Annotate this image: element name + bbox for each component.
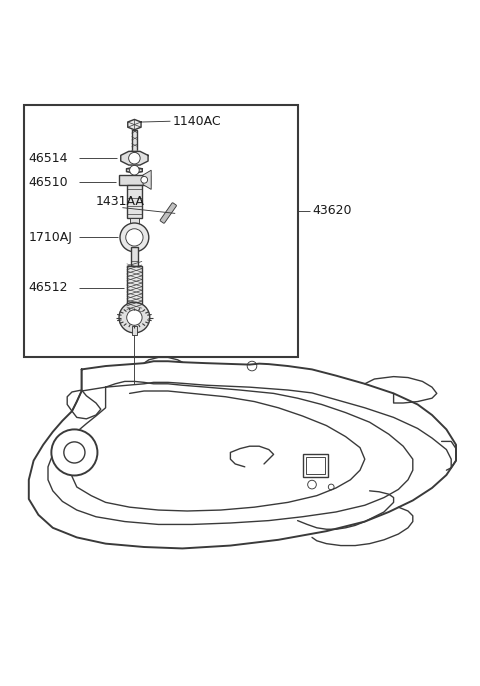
Polygon shape — [127, 167, 142, 173]
Text: 46512: 46512 — [29, 281, 68, 294]
Text: 43620: 43620 — [312, 204, 351, 217]
Circle shape — [141, 176, 148, 183]
Circle shape — [51, 429, 97, 475]
Circle shape — [120, 223, 149, 252]
Circle shape — [127, 310, 142, 325]
Bar — [24, 106, 298, 357]
Polygon shape — [143, 170, 151, 189]
Bar — [303, 454, 328, 477]
Circle shape — [129, 152, 140, 164]
FancyBboxPatch shape — [160, 203, 177, 223]
Bar — [127, 185, 142, 218]
Circle shape — [64, 442, 85, 463]
Text: 46514: 46514 — [29, 152, 68, 165]
Text: 1140AC: 1140AC — [173, 115, 221, 128]
Bar — [130, 218, 139, 226]
Polygon shape — [121, 152, 148, 165]
Text: 1710AJ: 1710AJ — [29, 231, 72, 244]
Circle shape — [119, 303, 150, 333]
Bar — [132, 326, 137, 335]
Circle shape — [126, 228, 143, 246]
Text: 46510: 46510 — [29, 176, 69, 189]
Circle shape — [130, 165, 139, 175]
Bar — [306, 457, 325, 474]
Bar — [132, 130, 137, 157]
Text: 1431AA: 1431AA — [96, 195, 145, 208]
Bar — [119, 175, 150, 185]
Polygon shape — [128, 119, 141, 130]
Bar — [127, 266, 142, 309]
Bar — [131, 247, 138, 266]
